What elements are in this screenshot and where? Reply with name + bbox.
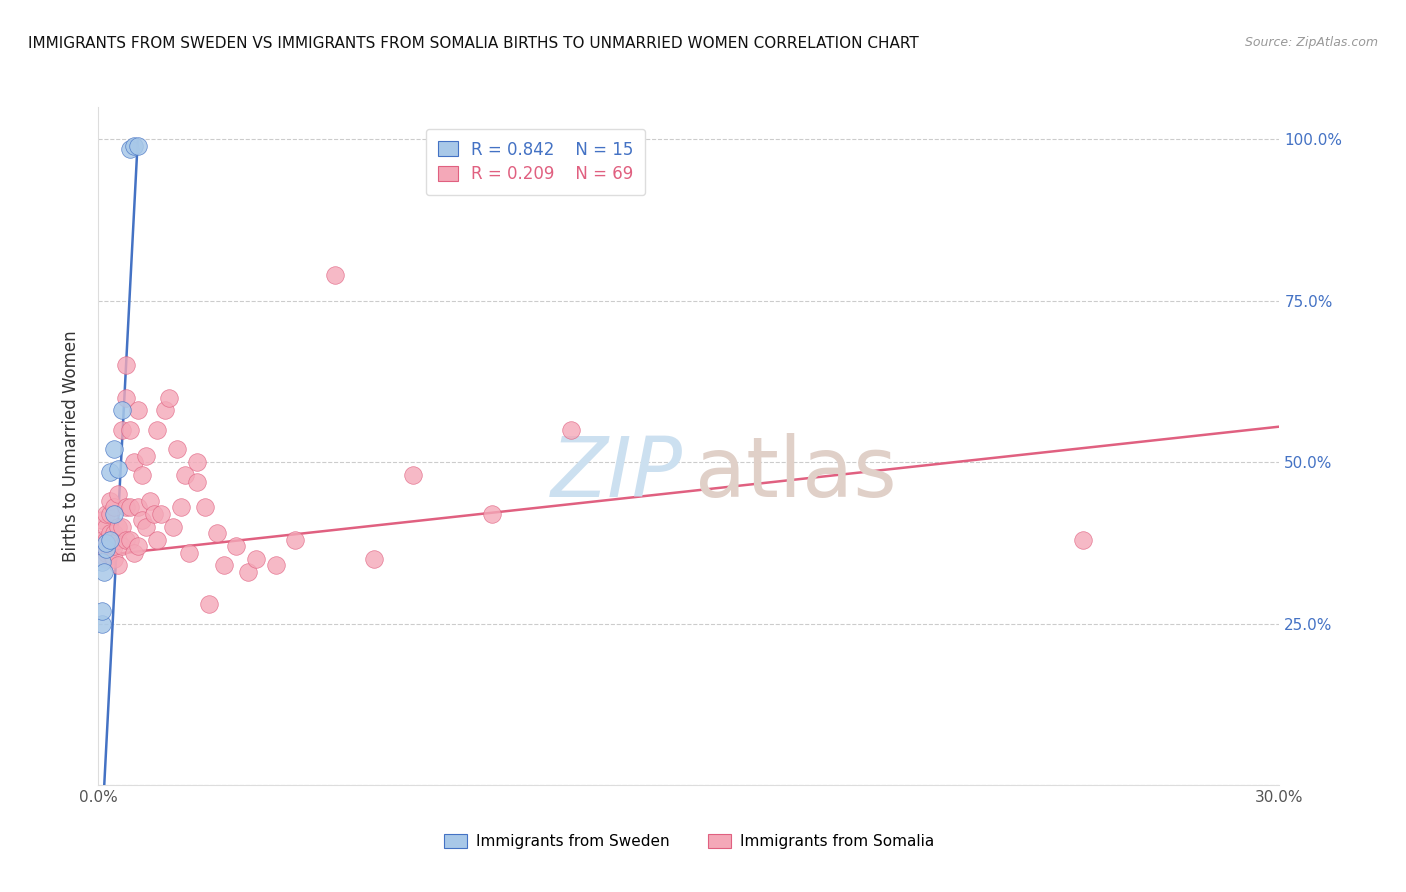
Point [323, 268, 346, 282]
Point [127, 539, 149, 553]
Point [98, 494, 121, 508]
Point [103, 507, 125, 521]
Point [127, 500, 149, 515]
Point [98, 533, 121, 547]
Point [127, 403, 149, 417]
Point [96, 507, 118, 521]
Point [127, 138, 149, 153]
Point [166, 442, 188, 457]
Point [115, 359, 138, 373]
Point [91, 604, 114, 618]
Point [111, 519, 134, 533]
Point [194, 500, 217, 515]
Point [91, 513, 114, 527]
Text: Source: ZipAtlas.com: Source: ZipAtlas.com [1244, 36, 1378, 49]
Point [284, 533, 307, 547]
Point [91, 533, 114, 547]
Point [118, 500, 141, 515]
Point [103, 552, 125, 566]
Point [98, 539, 121, 553]
Point [214, 558, 236, 573]
Point [118, 423, 141, 437]
Text: ZIP: ZIP [551, 433, 683, 514]
Point [177, 545, 200, 559]
Point [122, 138, 145, 153]
Point [115, 500, 138, 515]
Point [96, 536, 118, 550]
Point [98, 507, 121, 521]
Text: atlas: atlas [695, 433, 897, 514]
Point [162, 519, 184, 533]
Point [142, 507, 165, 521]
Point [138, 494, 160, 508]
Point [118, 142, 141, 156]
Point [98, 545, 121, 559]
Point [103, 500, 125, 515]
Point [91, 539, 114, 553]
Point [98, 465, 121, 479]
Point [197, 597, 219, 611]
Point [135, 519, 157, 533]
Point [481, 507, 503, 521]
Point [96, 542, 118, 557]
Point [107, 558, 129, 573]
Text: IMMIGRANTS FROM SWEDEN VS IMMIGRANTS FROM SOMALIA BIRTHS TO UNMARRIED WOMEN CORR: IMMIGRANTS FROM SWEDEN VS IMMIGRANTS FRO… [28, 36, 920, 51]
Point [146, 533, 169, 547]
Point [98, 526, 121, 541]
Y-axis label: Births to Unmarried Women: Births to Unmarried Women [62, 330, 80, 562]
Point [107, 519, 129, 533]
Point [96, 533, 118, 547]
Point [170, 500, 193, 515]
Point [150, 507, 173, 521]
Point [93, 565, 115, 579]
Point [111, 539, 134, 553]
Point [225, 539, 247, 553]
Point [90, 616, 112, 631]
Point [174, 468, 197, 483]
Point [107, 461, 129, 475]
Point [122, 455, 145, 469]
Point [107, 487, 129, 501]
Point [107, 533, 129, 547]
Point [115, 533, 138, 547]
Point [560, 423, 582, 437]
Point [96, 519, 118, 533]
Point [103, 539, 125, 553]
Point [157, 391, 180, 405]
Point [111, 423, 134, 437]
Point [135, 449, 157, 463]
Point [131, 513, 153, 527]
Point [186, 455, 208, 469]
Point [111, 403, 134, 417]
Point [205, 526, 228, 541]
Point [1071, 533, 1094, 547]
Point [363, 552, 385, 566]
Point [155, 403, 177, 417]
Legend: Immigrants from Sweden, Immigrants from Somalia: Immigrants from Sweden, Immigrants from … [437, 828, 941, 855]
Point [103, 442, 125, 457]
Point [115, 391, 138, 405]
Point [96, 552, 118, 566]
Point [186, 475, 208, 489]
Point [245, 552, 267, 566]
Point [122, 545, 145, 559]
Point [264, 558, 287, 573]
Point [131, 468, 153, 483]
Point [236, 565, 259, 579]
Point [402, 468, 425, 483]
Point [91, 555, 114, 569]
Point [103, 526, 125, 541]
Point [96, 545, 118, 559]
Point [146, 423, 169, 437]
Point [118, 533, 141, 547]
